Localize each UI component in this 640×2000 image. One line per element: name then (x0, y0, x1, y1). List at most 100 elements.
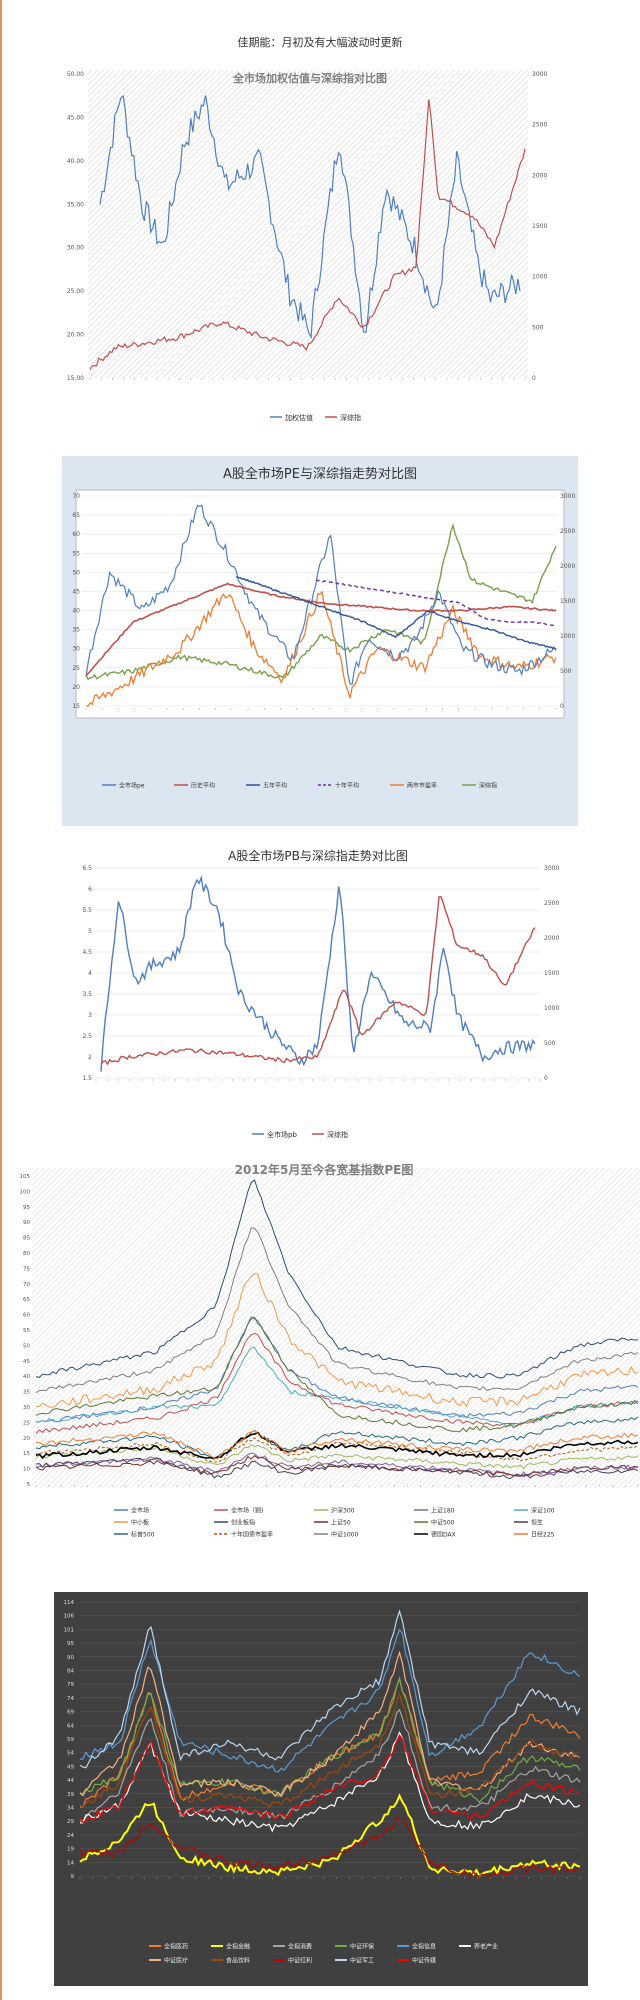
chart-4-legend-label: 中证1000 (331, 1531, 358, 1539)
chart-5-left-tick: 74 (67, 1696, 74, 1702)
chart-1-left-tick: 15.00 (67, 375, 84, 382)
chart-5-left-tick: 24 (67, 1833, 74, 1839)
chart-2-series-hist-avg (85, 582, 557, 677)
chart-3-legend-index: 深综指 (327, 1130, 348, 1139)
chart-4-left-tick: 10 (23, 1467, 30, 1473)
chart-2-left-tick: 20 (72, 684, 80, 691)
chart-4-left-tick: 20 (23, 1436, 30, 1442)
chart-2-legend-label: 五年平均 (263, 782, 287, 790)
chart-3-left-tick: 4 (88, 970, 92, 977)
chart-5-series-line (79, 1793, 581, 1878)
chart-3-left-tick: 5.5 (82, 907, 92, 914)
chart-4-left-tick: 50 (23, 1343, 30, 1349)
chart-5-series-line (80, 1708, 581, 1822)
chart-1-left-tick: 40.00 (67, 158, 84, 165)
chart-4-legend-label: 上证50 (331, 1519, 351, 1527)
chart-3-title: A股全市场PB与深综指走势对比图 (228, 848, 408, 863)
chart-2-legend-label: 全市场pe (119, 782, 145, 790)
chart-3-right-tick: 3000 (544, 865, 559, 872)
chart-1-left-tick: 25.00 (67, 288, 84, 295)
chart-5-left-tick: 39 (67, 1792, 74, 1798)
chart-1-valuation-vs-index: 全市场加权估值与深综指对比图 50.00 45.00 40.00 35.00 30.00… (67, 70, 547, 422)
chart-4-left-tick: 70 (23, 1282, 30, 1288)
chart-4-title: 2012年5月至今各宽基指数PE图 (235, 1162, 414, 1177)
chart-4-series-line (35, 1430, 639, 1460)
chart-4-left-tick: 65 (23, 1297, 30, 1303)
chart-5-left-tick: 106 (64, 1614, 75, 1620)
chart-2-left-tick: 35 (72, 627, 80, 634)
chart-4-series-line (35, 1332, 639, 1434)
chart-2-title: A股全市场PE与深综指走势对比图 (223, 466, 417, 482)
chart-5-left-tick: 101 (64, 1627, 75, 1633)
chart-5-left-tick: 114 (64, 1600, 75, 1606)
chart-4-legend-label: 深证100 (531, 1507, 555, 1515)
chart-5-legend-label: 中证环保 (350, 1943, 374, 1951)
chart-5-left-tick: 64 (67, 1723, 74, 1729)
chart-1-title: 全市场加权估值与深综指对比图 (232, 71, 387, 85)
chart-2-right-tick: 1000 (560, 633, 575, 640)
chart-4-series-line (35, 1416, 639, 1459)
chart-2-left-tick: 30 (72, 646, 80, 653)
chart-4-series-line (35, 1316, 639, 1433)
chart-1-legend-index: 深综指 (340, 413, 361, 422)
chart-2-series-pe (85, 504, 557, 686)
chart-1-legend-pe: 加权估值 (285, 413, 313, 422)
chart-4-left-tick: 45 (23, 1359, 30, 1365)
chart-5-left-tick: 29 (67, 1819, 74, 1825)
chart-4-series-line (35, 1346, 639, 1428)
chart-5-series-line (79, 1676, 581, 1804)
chart-2-right-tick: 2500 (560, 528, 575, 535)
chart-5-left-tick: 49 (67, 1764, 74, 1770)
chart-4-series-line (35, 1444, 639, 1470)
chart-2-legend-label: 两市市盈率 (407, 782, 437, 790)
chart-4-left-tick: 35 (23, 1390, 30, 1396)
chart-5-sector-index-pe: 114 106 101 95 90 84 79 74 69 64 59 54 49 44 39 34 29 24 1… (54, 1592, 588, 1986)
chart-1-left-tick: 30.00 (67, 245, 84, 252)
chart-3-left-tick: 3.5 (82, 991, 92, 998)
chart-3-right-tick: 1000 (544, 1005, 559, 1012)
chart-3-series-index (100, 896, 536, 1066)
chart-3-pb-vs-index: A股全市场PB与深综指走势对比图 6.5 6 5.5 5 4.5 4 3.5 3 2.5 2 1.5… (82, 848, 559, 1139)
chart-4-left-tick: 25 (23, 1420, 30, 1426)
chart-5-left-tick: 95 (67, 1641, 74, 1647)
chart-1-right-tick: 1500 (532, 223, 547, 230)
chart-3-left-tick: 6 (88, 886, 92, 893)
chart-4-legend-label: 恒生 (531, 1519, 543, 1527)
chart-5-left-tick: 19 (67, 1847, 74, 1853)
chart-4-left-tick: 95 (23, 1205, 30, 1211)
chart-1-series-index (89, 99, 526, 371)
chart-5-left-tick: 69 (67, 1710, 74, 1716)
chart-5-legend-label: 全指金融 (226, 1943, 250, 1951)
chart-2-right-tick: 1500 (560, 598, 575, 605)
chart-4-legend-label: 全市场 (131, 1507, 149, 1515)
chart-4-left-tick: 100 (20, 1189, 31, 1195)
chart-4-legend-label: 日经225 (531, 1531, 555, 1539)
chart-2-left-tick: 40 (72, 608, 80, 615)
page-header: 佳期能：月初及有大幅波动时更新 (237, 36, 403, 49)
chart-2-legend-label: 历史平均 (191, 782, 215, 790)
chart-1-right-tick: 1000 (532, 274, 547, 281)
chart-5-legend-label: 全指医药 (164, 1943, 188, 1951)
chart-2-series-five-avg (235, 576, 557, 651)
chart-2-right-tick: 0 (560, 703, 564, 710)
chart-3-left-tick: 4.5 (82, 949, 92, 956)
chart-4-series-line (35, 1457, 639, 1480)
chart-2-left-tick: 50 (72, 569, 80, 576)
chart-5-series-line (79, 1730, 581, 1833)
chart-4-series-line (35, 1227, 639, 1394)
chart-5-legend-label: 养老产业 (474, 1943, 498, 1951)
chart-5-legend-label: 全指信息 (412, 1943, 436, 1951)
chart-5-series-line (79, 1609, 581, 1769)
chart-1-right-tick: 500 (532, 324, 544, 331)
chart-1-right-tick: 2000 (532, 172, 547, 179)
chart-5-series-line (79, 1734, 581, 1824)
chart-2-left-tick: 55 (72, 550, 80, 557)
chart-4-legend-label: 德国DAX (431, 1531, 456, 1539)
chart-2-legend-label: 深综指 (479, 782, 497, 790)
chart-1-left-tick: 20.00 (67, 332, 84, 339)
chart-4-left-tick: 75 (23, 1266, 30, 1272)
page-left-rule (0, 0, 2, 2000)
chart-3-right-tick: 0 (544, 1075, 548, 1082)
chart-4-left-tick: 90 (23, 1220, 30, 1226)
chart-4-left-tick: 55 (23, 1328, 30, 1334)
